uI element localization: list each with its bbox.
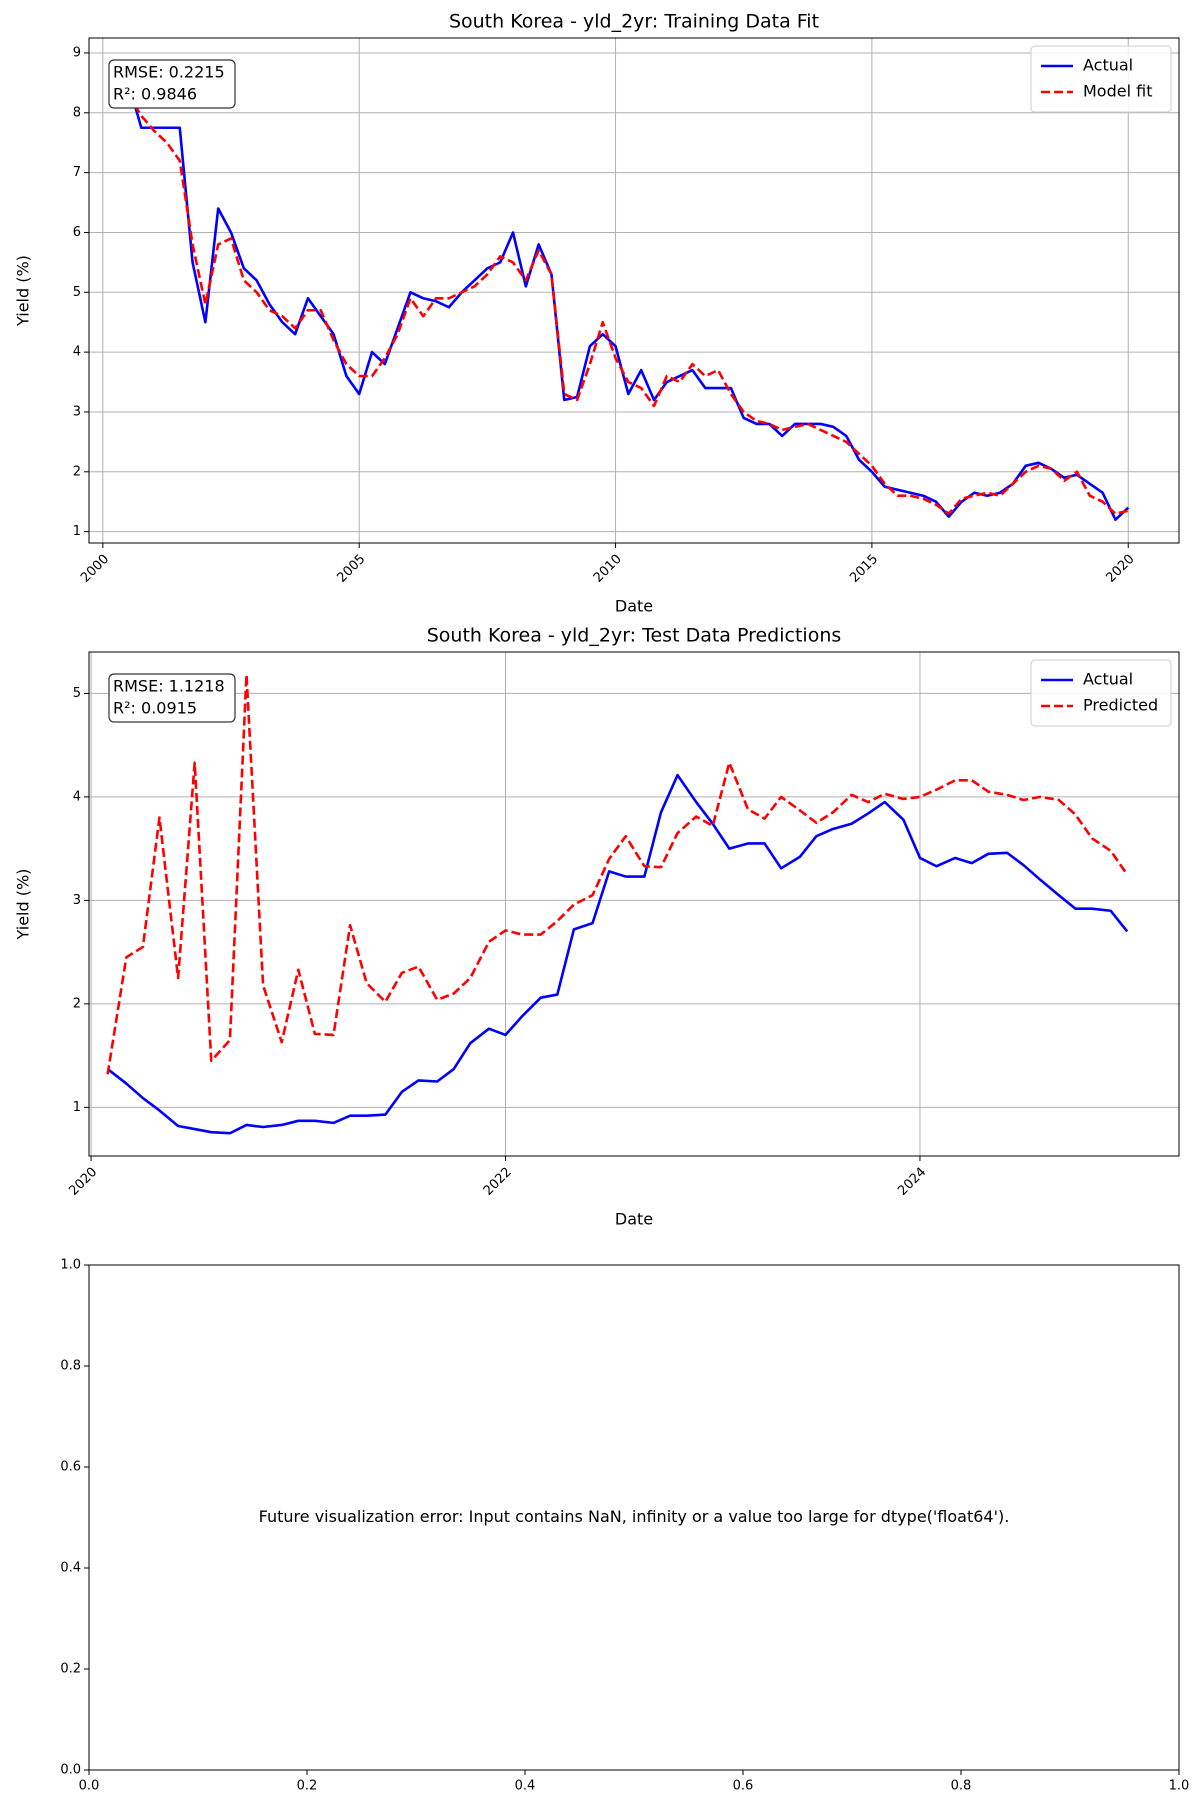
y-tick-label: 2 (73, 464, 81, 479)
x-tick-label: 0.0 (79, 1779, 100, 1794)
legend: Actual Model fit (1030, 45, 1172, 113)
error-message: Future visualization error: Input contai… (259, 1507, 1010, 1526)
y-axis-label: Yield (%) (14, 869, 33, 941)
y-tick-label: 5 (73, 686, 81, 701)
chart-title: South Korea - yld_2yr: Training Data Fit (449, 11, 819, 33)
y-tick-label: 0.8 (60, 1359, 81, 1374)
y-tick-label: 2 (73, 996, 81, 1011)
x-tick-label: 2010 (591, 552, 625, 586)
legend: Actual Predicted (1030, 659, 1172, 727)
y-tick-label: 1.0 (60, 1258, 81, 1273)
x-tick-label: 0.2 (297, 1779, 318, 1794)
series-line (106, 773, 1129, 1135)
y-tick-label: 8 (73, 105, 81, 120)
y-tick-label: 0.6 (60, 1460, 81, 1475)
legend-box (1030, 659, 1172, 727)
legend-label: Model fit (1083, 82, 1152, 101)
y-tick-label: 0.2 (60, 1662, 81, 1677)
axes-frame (88, 651, 1180, 1157)
y-axis-label: Yield (%) (14, 255, 33, 327)
x-tick-label: 0.6 (733, 1779, 754, 1794)
y-tick-label: 1 (73, 1100, 81, 1115)
annotation-box (108, 59, 236, 109)
x-axis-label: Date (615, 597, 653, 616)
legend-label: Actual (1083, 670, 1133, 689)
legend-box (1030, 45, 1172, 113)
y-tick-label: 5 (73, 285, 81, 300)
series-line (114, 70, 1129, 515)
x-tick-label: 2022 (481, 1165, 515, 1199)
annotation-box (108, 673, 236, 723)
legend-label: Predicted (1083, 696, 1158, 715)
y-tick-label: 4 (73, 345, 81, 360)
y-tick-label: 9 (73, 45, 81, 60)
y-tick-label: 4 (73, 789, 81, 804)
y-tick-label: 3 (73, 893, 81, 908)
x-axis-label: Date (615, 1210, 653, 1229)
annotation-text: R²: 0.9846 (113, 85, 197, 104)
x-tick-label: 1.0 (1169, 1779, 1190, 1794)
x-tick-label: 2015 (847, 552, 881, 586)
annotation-text: RMSE: 0.2215 (113, 63, 225, 82)
y-tick-label: 3 (73, 404, 81, 419)
chart-title: South Korea - yld_2yr: Test Data Predict… (427, 625, 842, 647)
x-tick-label: 2000 (78, 552, 112, 586)
annotation-text: RMSE: 1.1218 (113, 677, 225, 696)
series-line (106, 673, 1129, 1075)
y-tick-label: 0.4 (60, 1561, 81, 1576)
annotation: RMSE: 1.1218 R²: 0.0915 (108, 673, 236, 723)
x-tick-label: 0.8 (951, 1779, 972, 1794)
y-tick-label: 7 (73, 165, 81, 180)
y-tick-label: 0.0 (60, 1763, 81, 1778)
annotation: RMSE: 0.2215 R²: 0.9846 (108, 59, 236, 109)
x-tick-label: 2020 (1104, 552, 1138, 586)
x-tick-label: 2024 (895, 1165, 929, 1199)
legend-label: Actual (1083, 56, 1133, 75)
axes-frame (88, 1264, 1180, 1771)
x-tick-label: 0.4 (515, 1779, 536, 1794)
axes-frame (88, 37, 1180, 544)
y-tick-label: 6 (73, 225, 81, 240)
annotation-text: R²: 0.0915 (113, 699, 197, 718)
x-tick-label: 2020 (66, 1165, 100, 1199)
x-tick-label: 2005 (334, 552, 368, 586)
y-tick-label: 1 (73, 524, 81, 539)
